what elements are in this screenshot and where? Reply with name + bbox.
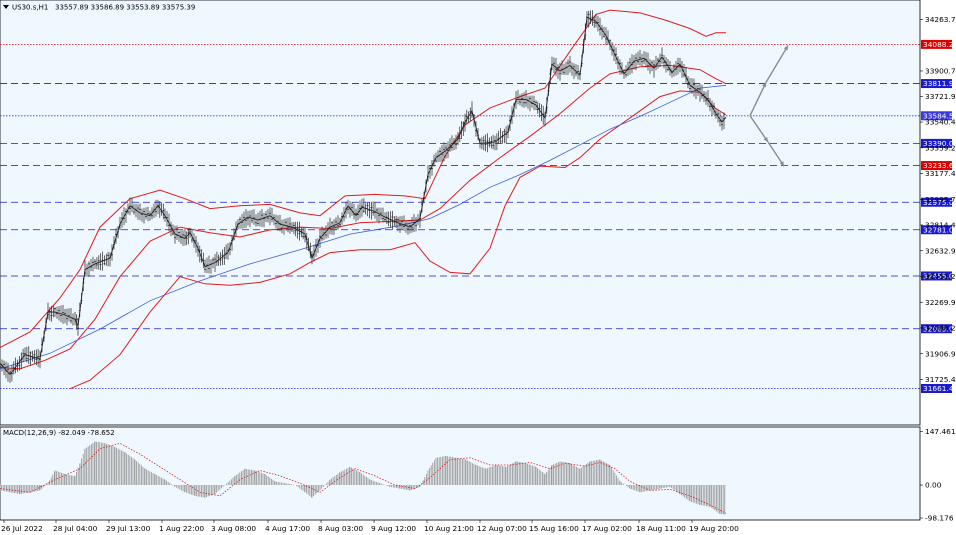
level-tag — [921, 39, 952, 49]
level-value: 33584.59 — [923, 111, 956, 120]
forecast-arrow — [749, 115, 769, 143]
price-tick-label: 34263.70 — [925, 15, 956, 24]
time-axis: 26 Jul 2022 28 Jul 04:00 29 Jul 13:00 1 Aug… — [1, 520, 739, 533]
time-tick-label: 12 Aug 07:00 — [477, 524, 527, 533]
macd-tick-label: 0.00 — [925, 481, 942, 490]
bollinger-mid-line — [0, 64, 727, 370]
arrow-head — [779, 161, 784, 167]
triangle-down-icon[interactable] — [3, 5, 9, 9]
macd-signal-line — [0, 442, 727, 514]
forecast-arrow — [767, 141, 785, 167]
ohlc-label: 33557.89 33586.89 33553.89 33575.39 — [55, 4, 195, 12]
time-tick-label: 4 Aug 17:00 — [265, 524, 310, 533]
forecast-arrow — [765, 45, 789, 83]
price-tick-label: 32088.20 — [925, 324, 956, 333]
level-value: 32455.00 — [923, 272, 956, 281]
level-value: 32781.00 — [923, 225, 956, 234]
horizontal-levels: 34088.20 33811.92 33584.59 33390.00 33233.63… — [0, 39, 956, 393]
price-panel[interactable] — [0, 0, 921, 426]
macd-label: MACD(12,26,9) -82.049 -78.652 — [3, 429, 115, 437]
time-tick-label: 17 Aug 02:00 — [582, 524, 632, 533]
level-tag — [921, 111, 952, 121]
level-value: 32083.00 — [923, 324, 956, 333]
level-tag — [921, 161, 952, 171]
price-tick-label: 33721.95 — [925, 92, 956, 101]
price-tick-label: 33359.20 — [925, 143, 956, 152]
price-tick-label: 31906.95 — [925, 349, 956, 358]
level-tag — [921, 225, 952, 235]
level-value: 33390.00 — [923, 139, 956, 148]
arrow-head — [762, 82, 767, 88]
level-value: 34088.20 — [923, 40, 956, 49]
price-tick-label: 33177.45 — [925, 169, 956, 178]
price-tick-label: 32995.70 — [925, 195, 956, 204]
time-tick-label: 3 Aug 08:00 — [211, 524, 256, 533]
macd-indicator — [0, 441, 727, 515]
time-tick-label: 29 Jul 13:00 — [106, 524, 151, 533]
arrow-head — [763, 137, 768, 142]
level-tag — [921, 324, 952, 334]
macd-tick-label: 147.461 — [925, 427, 956, 436]
moving-average-line — [0, 84, 727, 370]
time-tick-label: 10 Aug 21:00 — [424, 524, 474, 533]
level-value: 33233.63 — [923, 161, 956, 170]
price-axis: 34263.70 33900.70 33721.95 33540.45 33359.20… — [920, 15, 956, 523]
price-tick-label: 32814.45 — [925, 221, 956, 230]
price-tick-label: 33900.70 — [925, 67, 956, 76]
time-tick-label: 28 Jul 04:00 — [53, 524, 98, 533]
time-tick-label: 18 Aug 11:00 — [636, 524, 686, 533]
level-value: 31661.46 — [923, 384, 956, 393]
time-tick-label: 1 Aug 22:00 — [159, 524, 204, 533]
time-tick-label: 15 Aug 16:00 — [529, 524, 579, 533]
price-tick-label: 32269.95 — [925, 298, 956, 307]
time-tick-label: 8 Aug 03:00 — [318, 524, 363, 533]
symbol-label: US30.s,H1 — [12, 4, 48, 12]
time-tick-label: 9 Aug 12:00 — [371, 524, 416, 533]
level-value: 32975.00 — [923, 198, 956, 207]
level-tag — [921, 79, 952, 89]
level-tag — [921, 197, 952, 207]
time-tick-label: 19 Aug 20:00 — [689, 524, 739, 533]
price-tick-label: 32451.20 — [925, 272, 956, 281]
level-value: 33811.92 — [923, 79, 956, 88]
price-series — [0, 10, 727, 383]
level-tag — [921, 271, 952, 281]
forecast-arrow — [749, 82, 767, 117]
arrow-head — [783, 45, 788, 51]
bollinger-lower-line — [69, 90, 727, 390]
macd-tick-label: -98.176 — [925, 514, 954, 523]
price-tick-label: 33540.45 — [925, 118, 956, 127]
time-tick-label: 26 Jul 2022 — [1, 524, 43, 533]
level-tag — [921, 383, 952, 393]
price-tick-label: 31725.45 — [925, 375, 956, 384]
level-tag — [921, 138, 952, 148]
forecast-arrows — [749, 45, 789, 167]
price-tick-label: 32632.95 — [925, 246, 956, 255]
